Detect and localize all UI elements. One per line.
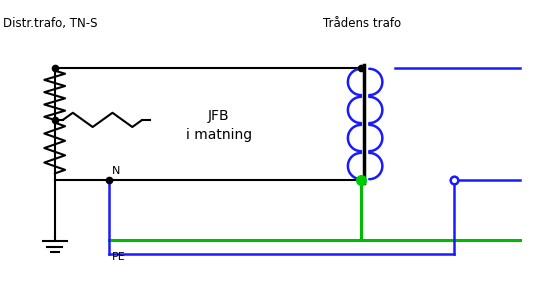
Text: Trådens trafo: Trådens trafo xyxy=(323,17,401,30)
Text: JFB
i matning: JFB i matning xyxy=(186,109,252,142)
Text: N: N xyxy=(112,166,120,176)
Text: Distr.trafo, TN-S: Distr.trafo, TN-S xyxy=(3,17,97,30)
Text: PE: PE xyxy=(112,252,126,262)
